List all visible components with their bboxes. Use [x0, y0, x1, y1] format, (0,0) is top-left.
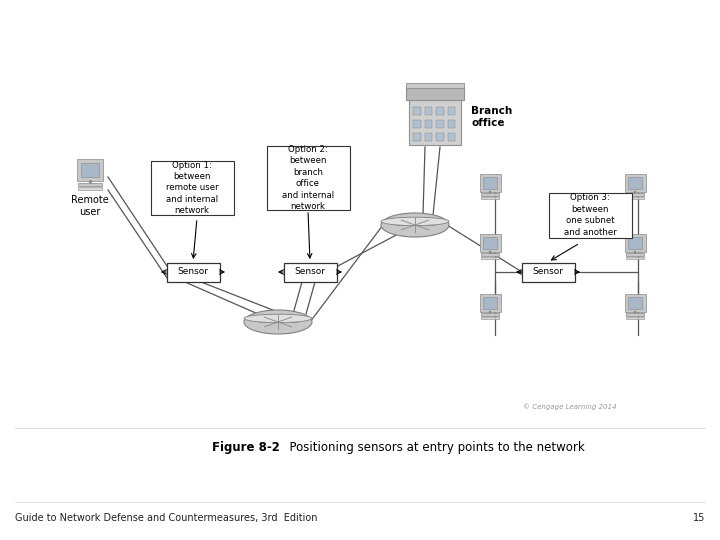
Bar: [624, 294, 646, 312]
Bar: [480, 316, 500, 319]
Bar: [406, 87, 464, 99]
Bar: [413, 106, 420, 114]
Bar: [626, 253, 644, 256]
Bar: [406, 83, 464, 87]
Bar: [480, 174, 500, 192]
FancyBboxPatch shape: [284, 262, 336, 281]
FancyBboxPatch shape: [549, 192, 631, 238]
Bar: [413, 119, 420, 127]
Bar: [425, 119, 432, 127]
FancyBboxPatch shape: [266, 146, 349, 210]
Ellipse shape: [244, 310, 312, 334]
Bar: [448, 132, 455, 140]
Text: Sensor: Sensor: [533, 267, 564, 276]
Bar: [413, 132, 420, 140]
Bar: [480, 256, 500, 259]
Bar: [624, 234, 646, 252]
Bar: [409, 99, 461, 145]
Bar: [626, 197, 644, 199]
Text: Sensor: Sensor: [294, 267, 325, 276]
Bar: [425, 106, 432, 114]
Bar: [628, 177, 642, 188]
Bar: [436, 106, 444, 114]
Text: Sensor: Sensor: [178, 267, 209, 276]
Text: Option 1:
between
remote user
and internal
network: Option 1: between remote user and intern…: [166, 160, 218, 215]
Bar: [81, 163, 99, 177]
FancyBboxPatch shape: [521, 262, 575, 281]
Ellipse shape: [244, 314, 312, 322]
Bar: [482, 297, 498, 309]
Bar: [482, 237, 498, 249]
Bar: [626, 316, 644, 319]
Ellipse shape: [381, 213, 449, 237]
Bar: [624, 174, 646, 192]
Bar: [77, 159, 103, 181]
Bar: [628, 237, 642, 249]
Bar: [480, 197, 500, 199]
Bar: [480, 294, 500, 312]
Text: Positioning sensors at entry points to the network: Positioning sensors at entry points to t…: [282, 441, 585, 454]
Text: Guide to Network Defense and Countermeasures, 3rd  Edition: Guide to Network Defense and Countermeas…: [15, 513, 318, 523]
Bar: [626, 193, 644, 196]
Text: Option 3:
between
one subnet
and another: Option 3: between one subnet and another: [564, 193, 616, 237]
Bar: [78, 183, 102, 186]
Bar: [480, 253, 500, 256]
Bar: [425, 132, 432, 140]
Bar: [480, 313, 500, 316]
Text: Branch
office: Branch office: [471, 106, 512, 128]
Text: Option 2:
between
branch
office
and internal
network: Option 2: between branch office and inte…: [282, 145, 334, 211]
Bar: [436, 119, 444, 127]
Text: Remote
user: Remote user: [71, 195, 109, 217]
Text: Figure 8-2: Figure 8-2: [212, 441, 280, 454]
Bar: [482, 177, 498, 188]
Ellipse shape: [381, 217, 449, 226]
Bar: [448, 106, 455, 114]
Bar: [78, 187, 102, 190]
Text: 15: 15: [693, 513, 705, 523]
FancyBboxPatch shape: [150, 161, 233, 215]
Bar: [626, 313, 644, 316]
Bar: [480, 234, 500, 252]
Bar: [628, 297, 642, 309]
Bar: [480, 193, 500, 196]
FancyBboxPatch shape: [166, 262, 220, 281]
Bar: [626, 256, 644, 259]
Bar: [448, 119, 455, 127]
Bar: [436, 132, 444, 140]
Text: © Cengage Learning 2014: © Cengage Learning 2014: [523, 404, 617, 410]
